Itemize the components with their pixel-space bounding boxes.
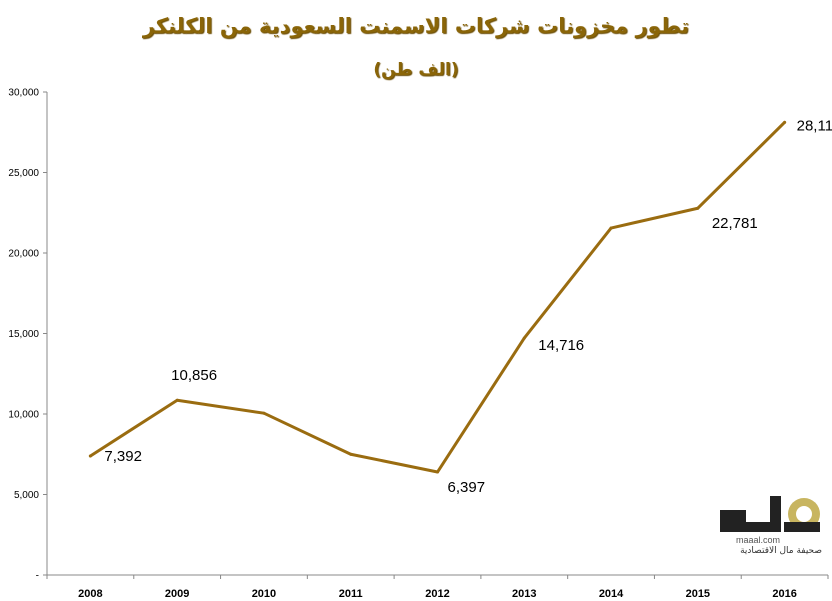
x-tick-label: 2014 — [599, 588, 624, 600]
data-point — [522, 336, 526, 340]
data-label: 22,781 — [712, 215, 758, 232]
data-label: 10,856 — [171, 367, 217, 384]
data-point — [783, 120, 787, 124]
chart-title: تطور مخزونات شركات الاسمنت السعودية من ا… — [142, 14, 690, 38]
y-tick-label: 30,000 — [8, 88, 39, 99]
y-tick-label: - — [36, 571, 39, 582]
x-tick-label: 2016 — [772, 588, 796, 600]
y-tick-label: 25,000 — [8, 168, 39, 179]
data-point — [175, 398, 179, 402]
y-tick-label: 20,000 — [8, 249, 39, 260]
x-tick-label: 2010 — [252, 588, 276, 600]
y-tick-label: 15,000 — [8, 329, 39, 340]
maaal-logo — [720, 496, 820, 532]
x-tick-label: 2013 — [512, 588, 536, 600]
data-label: 7,392 — [104, 448, 142, 465]
data-label: 14,716 — [538, 337, 584, 354]
y-tick-label: 10,000 — [8, 410, 39, 421]
x-tick-label: 2009 — [165, 588, 189, 600]
data-label: 6,397 — [448, 479, 486, 496]
series-line — [88, 120, 787, 474]
data-point — [696, 206, 700, 210]
chart-subtitle: (الف طن) — [373, 60, 459, 80]
data-point — [88, 454, 92, 458]
data-point — [436, 470, 439, 474]
logo-tagline: صحيفة مال الاقتصادية — [740, 546, 822, 556]
logo-url: maaal.com — [736, 535, 781, 545]
data-label: 28,115 — [797, 117, 832, 134]
data-point — [609, 226, 613, 230]
y-tick-label: 5,000 — [14, 490, 39, 501]
x-tick-label: 2015 — [686, 588, 710, 600]
x-tick-label: 2011 — [339, 588, 363, 600]
data-point — [262, 411, 266, 415]
x-tick-label: 2008 — [78, 588, 102, 600]
data-point — [349, 452, 353, 456]
x-tick-label: 2012 — [425, 588, 449, 600]
